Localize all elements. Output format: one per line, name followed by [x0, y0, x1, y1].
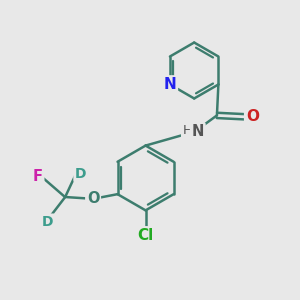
Text: F: F	[33, 169, 43, 184]
Text: D: D	[75, 167, 86, 181]
Text: N: N	[192, 124, 204, 139]
Text: N: N	[164, 77, 176, 92]
Text: D: D	[42, 215, 53, 229]
Text: O: O	[87, 191, 99, 206]
Text: O: O	[246, 110, 259, 124]
Text: H: H	[182, 124, 192, 136]
Text: Cl: Cl	[137, 228, 154, 243]
